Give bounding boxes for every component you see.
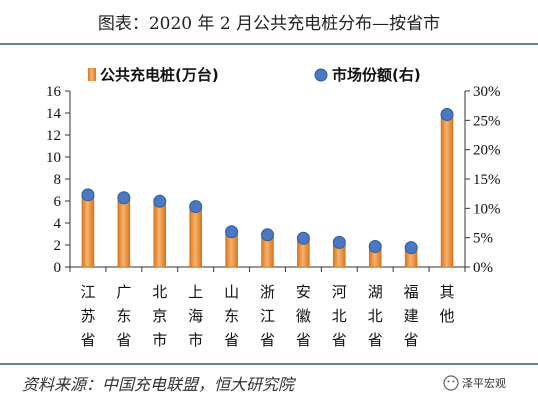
category-label: 上海市 bbox=[188, 283, 203, 349]
bar-浙江省 bbox=[261, 237, 274, 268]
y-right-tick-label: 15% bbox=[473, 172, 501, 188]
category-label: 浙江省 bbox=[260, 283, 275, 349]
wechat-icon bbox=[443, 375, 459, 391]
category-label: 山东省 bbox=[224, 283, 239, 349]
y-left-tick-label: 10 bbox=[46, 150, 61, 166]
category-labels: 江苏省 广东省 北京市 上海市 山东省 浙江省 安徽省 河北省 湖北省 福建省 其他 bbox=[80, 283, 454, 349]
y-left-tick-label: 4 bbox=[54, 216, 62, 232]
share-dots bbox=[81, 107, 454, 255]
share-dot-北京市 bbox=[153, 194, 167, 208]
y-left-tick-label: 2 bbox=[54, 238, 62, 254]
y-right-tick-label: 30% bbox=[473, 84, 501, 100]
y-right-tick-label: 25% bbox=[473, 113, 501, 129]
y-right-tick-label: 5% bbox=[473, 231, 493, 247]
y-left-tick-label: 14 bbox=[46, 106, 62, 122]
bar-广东省 bbox=[117, 199, 131, 268]
share-dot-上海市 bbox=[189, 200, 203, 214]
category-label: 湖北省 bbox=[368, 283, 383, 349]
y-left-tick-label: 0 bbox=[54, 260, 62, 276]
category-label: 其他 bbox=[440, 283, 455, 325]
watermark: 泽平宏观 bbox=[443, 375, 506, 391]
chart-title: 图表：2020 年 2 月公共充电桩分布—按省市 bbox=[98, 14, 440, 34]
share-dot-广东省 bbox=[117, 191, 131, 205]
category-label: 北京市 bbox=[152, 283, 167, 349]
share-dot-安徽省 bbox=[296, 231, 310, 245]
bar-北京市 bbox=[153, 202, 167, 268]
category-label: 安徽省 bbox=[296, 283, 311, 349]
share-dot-湖北省 bbox=[368, 239, 382, 253]
y-left-tick-label: 8 bbox=[54, 172, 62, 188]
bar-江苏省 bbox=[81, 196, 95, 268]
category-label: 广东省 bbox=[116, 283, 131, 349]
legend-bar-swatch bbox=[88, 68, 96, 81]
y-left-tick-label: 16 bbox=[46, 84, 62, 100]
watermark-text: 泽平宏观 bbox=[462, 376, 506, 390]
y-left-tick-label: 6 bbox=[54, 194, 62, 210]
share-dot-其他 bbox=[440, 107, 454, 121]
bar-上海市 bbox=[189, 207, 202, 268]
y-right-tick-label: 10% bbox=[473, 201, 501, 217]
share-dot-河北省 bbox=[332, 235, 346, 249]
bar-山东省 bbox=[225, 233, 238, 268]
legend-bar-label: 公共充电桩(万台) bbox=[100, 66, 219, 84]
category-label: 河北省 bbox=[332, 283, 347, 349]
y-left-tick-label: 12 bbox=[46, 128, 61, 144]
share-dot-福建省 bbox=[404, 241, 418, 255]
axes: 0 2 4 6 8 10 12 14 16 0% 5% 10% 15% 20% 25% 30% bbox=[46, 84, 501, 276]
legend-dot-swatch bbox=[314, 68, 328, 82]
bar-其他 bbox=[440, 117, 454, 268]
y-right-tick-label: 20% bbox=[473, 143, 501, 159]
share-dot-江苏省 bbox=[81, 188, 95, 202]
source-note: 资料来源：中国充电联盟，恒大研究院 bbox=[22, 375, 297, 394]
category-label: 江苏省 bbox=[80, 283, 95, 349]
legend: 公共充电桩(万台) 市场份额(右) bbox=[88, 66, 421, 84]
share-dot-浙江省 bbox=[261, 228, 274, 242]
share-dot-山东省 bbox=[225, 225, 239, 239]
y-right-tick-label: 0% bbox=[473, 260, 493, 276]
bars bbox=[81, 117, 454, 268]
legend-dot-label: 市场份额(右) bbox=[332, 66, 421, 84]
category-label: 福建省 bbox=[404, 283, 419, 349]
